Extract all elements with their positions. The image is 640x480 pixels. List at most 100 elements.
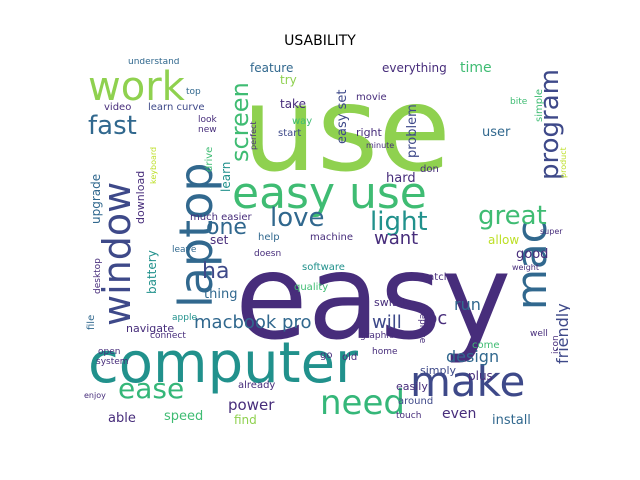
word-file: file: [86, 315, 97, 330]
word-old: old: [342, 352, 357, 363]
word-screen: screen: [226, 82, 254, 162]
word-don: don: [420, 164, 439, 175]
word-software: software: [302, 262, 345, 273]
word-hard: hard: [386, 171, 416, 186]
word-thing: thing: [204, 287, 237, 302]
word-help: help: [258, 232, 280, 243]
word-easy-set: easy set: [335, 90, 350, 144]
word-learn: learn: [219, 162, 233, 192]
word-allow: allow: [488, 233, 519, 247]
word-need: need: [320, 383, 405, 423]
word-fast: fast: [88, 111, 137, 141]
word-look: look: [198, 115, 218, 125]
word-great: great: [478, 201, 547, 231]
word-able: able: [108, 411, 136, 426]
word-go: go: [320, 350, 332, 361]
word-home: home: [372, 347, 398, 357]
word-replace: replace: [417, 310, 427, 344]
word-want: want: [374, 228, 418, 249]
word-right: right: [356, 126, 383, 139]
word-icon: icon: [551, 335, 561, 354]
word-product: product: [559, 147, 568, 178]
word-one: one: [206, 215, 247, 240]
word-movie: movie: [356, 92, 387, 103]
word-even: even: [442, 406, 476, 422]
word-easy-use: easy use: [232, 168, 427, 219]
word-feature: feature: [250, 61, 293, 75]
word-easy-big: easy: [235, 228, 511, 366]
word-mac: mac: [507, 220, 556, 310]
word-plus: plus: [468, 369, 493, 383]
word-battery: battery: [145, 250, 159, 294]
word-try: try: [280, 73, 297, 87]
word-work: work: [88, 64, 186, 110]
word-around: around: [398, 396, 433, 407]
word-start: start: [278, 128, 301, 139]
word-design: design: [446, 347, 499, 366]
word-open: open: [98, 347, 120, 357]
word-graphic: graphic: [360, 331, 394, 341]
word-cloud: use easy computer easy use laptop window…: [84, 58, 570, 428]
word-doesn: doesn: [254, 249, 281, 259]
word-will: will: [372, 312, 402, 333]
word-quality: quality: [294, 282, 328, 293]
word-keyboard: keyboard: [149, 147, 158, 184]
word-already: already: [238, 380, 275, 391]
word-make: make: [410, 357, 525, 406]
word-connect: connect: [150, 331, 186, 341]
word-everything: everything: [382, 61, 447, 75]
word-use: use: [242, 60, 451, 198]
word-install: install: [492, 413, 531, 428]
word-video: video: [104, 102, 131, 113]
word-find: find: [234, 413, 257, 427]
word-take: take: [280, 97, 306, 111]
word-friendly: friendly: [553, 303, 570, 364]
word-bite: bite: [510, 97, 528, 107]
chart-title: USABILITY: [284, 33, 356, 49]
word-super: super: [540, 227, 563, 236]
word-minute: minute: [366, 141, 394, 150]
word-light: light: [370, 207, 428, 237]
word-good: good: [516, 247, 548, 262]
word-easily: easily: [396, 380, 428, 393]
word-window: window: [95, 182, 139, 326]
word-apple: apple: [172, 313, 197, 323]
word-switch: switch: [374, 296, 409, 309]
word-way: way: [292, 116, 312, 127]
word-upgrade: upgrade: [89, 174, 103, 224]
word-macbook-pro: macbook pro: [194, 312, 312, 333]
word-speed: speed: [164, 409, 203, 424]
word-leave: leave: [172, 245, 197, 255]
word-new: new: [198, 125, 217, 135]
word-much-easier: much easier: [190, 212, 253, 223]
word-problem: problem: [405, 104, 420, 158]
word-user: user: [482, 125, 511, 140]
word-download: download: [134, 171, 147, 224]
word-pc: pc: [426, 308, 447, 329]
word-computer: computer: [88, 331, 359, 396]
word-love: love: [270, 203, 325, 233]
word-learn-curve: learn curve: [148, 102, 205, 113]
word-ease: ease: [118, 372, 184, 405]
word-desktop: desktop: [93, 258, 103, 294]
word-top: top: [186, 87, 201, 97]
word-watch: watch: [420, 272, 450, 283]
word-time: time: [460, 60, 492, 76]
word-run: run: [454, 295, 481, 314]
word-set: set: [210, 233, 229, 247]
word-power: power: [228, 396, 275, 414]
word-system: system: [96, 357, 129, 367]
word-perfect: perfect: [249, 121, 258, 150]
word-come: come: [472, 340, 500, 351]
word-enjoy: enjoy: [84, 391, 106, 400]
word-simply: simply: [420, 364, 457, 377]
word-weight: weight: [512, 263, 539, 272]
word-laptop: laptop: [169, 162, 223, 308]
word-program: program: [535, 69, 565, 180]
word-well: well: [530, 329, 548, 339]
word-ha: ha: [202, 259, 229, 284]
word-machine: machine: [310, 232, 353, 243]
word-drive: drive: [204, 147, 215, 172]
word-simple: simple: [534, 89, 545, 122]
word-navigate: navigate: [126, 322, 174, 335]
